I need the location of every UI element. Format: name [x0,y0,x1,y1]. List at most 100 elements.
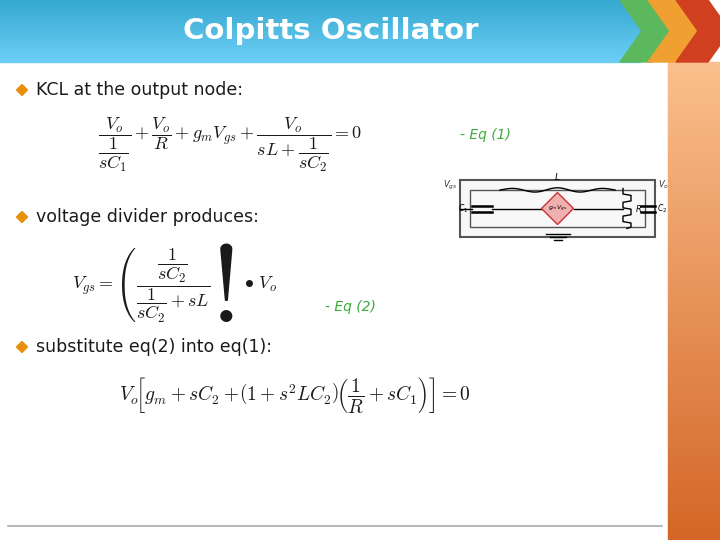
Bar [668,208,720,209]
Bar [668,474,720,475]
Bar [668,325,720,326]
Bar [0,34,640,35]
Bar [668,365,720,366]
Bar [668,461,720,462]
Bar [668,117,720,118]
Bar [0,35,640,36]
Bar [668,207,720,208]
Bar [668,216,720,217]
Bar [668,70,720,71]
Bar [668,508,720,509]
Bar [668,411,720,412]
Bar [0,5,640,6]
Bar [668,435,720,436]
Bar [668,397,720,398]
Bar [668,287,720,288]
Bar [0,2,640,3]
Bar [0,36,640,37]
Bar [668,304,720,305]
Bar [0,18,640,19]
Bar [668,118,720,119]
Bar [668,417,720,418]
Bar [668,301,720,302]
Bar [0,7,640,8]
Bar [668,517,720,518]
Bar [668,381,720,382]
Bar [668,319,720,320]
Bar [668,257,720,258]
Bar [668,336,720,337]
Bar [668,447,720,448]
Bar [668,147,720,148]
Bar [668,340,720,341]
Bar [668,404,720,405]
Bar [668,523,720,524]
Bar [668,357,720,358]
Bar [668,472,720,473]
Bar [668,303,720,304]
Bar [668,146,720,147]
Bar [668,469,720,470]
Bar [668,345,720,346]
Bar [668,311,720,312]
Bar [668,388,720,389]
Bar [668,77,720,78]
Bar [668,353,720,354]
Bar [668,179,720,180]
Bar [668,268,720,269]
Bar [668,265,720,266]
Bar [668,203,720,204]
Bar [0,10,640,11]
Bar [668,294,720,295]
Bar [668,441,720,442]
Bar [668,450,720,451]
Bar [668,342,720,343]
Bar [0,38,640,39]
Polygon shape [676,0,720,62]
Bar [668,379,720,380]
Bar [668,506,720,507]
Bar [668,144,720,145]
Bar [668,468,720,469]
Bar [668,526,720,527]
Bar [668,249,720,250]
Bar [668,533,720,534]
Bar [668,191,720,192]
Bar [668,232,720,233]
Bar [668,484,720,485]
Bar [668,163,720,164]
Bar [668,166,720,167]
Bar [668,486,720,487]
Bar [668,228,720,229]
Bar [668,80,720,81]
Bar [668,454,720,455]
Bar [668,151,720,152]
Bar [0,37,640,38]
Bar [668,524,720,525]
Bar [668,181,720,182]
Bar [668,219,720,220]
Bar [0,41,640,42]
Bar [668,72,720,73]
Bar [668,476,720,477]
Bar [0,33,640,34]
Bar [668,106,720,107]
Bar [0,13,640,14]
Bar [668,111,720,112]
Bar [668,214,720,215]
Bar [668,341,720,342]
Text: $C_1$: $C_1$ [458,202,468,215]
Bar [668,209,720,210]
Bar [668,278,720,279]
Bar [668,518,720,519]
Bar [0,19,640,20]
Bar [668,313,720,314]
Bar [668,102,720,103]
Bar [668,240,720,241]
Bar [668,525,720,526]
Bar [668,161,720,162]
Bar [668,532,720,533]
Bar [668,312,720,313]
Bar [668,262,720,263]
Bar [668,471,720,472]
